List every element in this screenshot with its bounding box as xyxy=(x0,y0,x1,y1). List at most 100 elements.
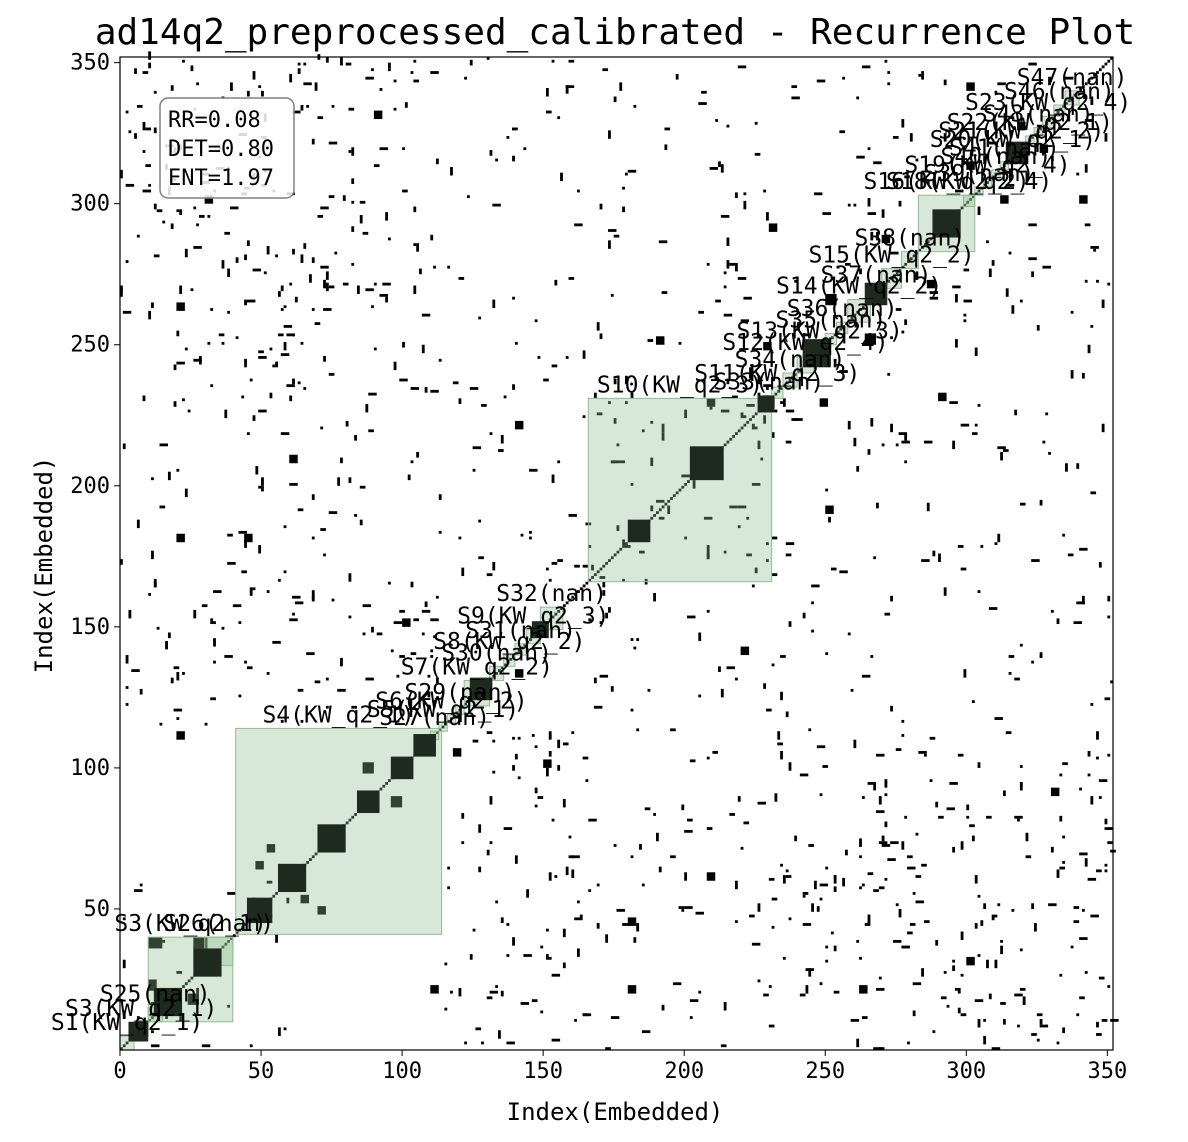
recurrence-point xyxy=(317,116,324,120)
recurrence-point xyxy=(495,158,499,162)
recurrence-point xyxy=(1000,1002,1006,1005)
recurrence-point xyxy=(825,945,829,949)
recurrence-point xyxy=(1065,463,1068,472)
recurrence-point xyxy=(1039,499,1043,506)
recurrence-point xyxy=(1042,127,1046,134)
segment-box xyxy=(999,160,1010,171)
diagonal-point xyxy=(458,708,462,712)
segment-label: S12(KW_q2_4) xyxy=(722,330,888,356)
recurrence-point xyxy=(960,841,964,850)
recurrence-point xyxy=(464,1041,467,1045)
recurrence-point xyxy=(582,1013,592,1017)
recurrence-point xyxy=(641,429,645,433)
diagonal-point xyxy=(512,655,515,658)
recurrence-point xyxy=(489,796,493,805)
recurrence-point xyxy=(283,525,287,529)
recurrence-block xyxy=(1000,195,1009,204)
recurrence-point xyxy=(1019,643,1023,647)
recurrence-point xyxy=(153,127,157,134)
recurrence-point xyxy=(585,779,589,783)
recurrence-point xyxy=(1008,116,1015,120)
recurrence-point xyxy=(960,931,964,940)
recurrence-point xyxy=(238,530,247,534)
recurrence-point xyxy=(839,130,846,134)
recurrence-point xyxy=(458,536,462,540)
diagonal-point xyxy=(514,652,518,656)
recurrence-point xyxy=(244,254,247,261)
recurrence-point xyxy=(915,158,919,162)
recurrence-point xyxy=(512,127,515,131)
recurrence-point xyxy=(297,71,301,74)
recurrence-point xyxy=(125,183,135,187)
segment-label: S43(nan) xyxy=(983,102,1094,128)
recurrence-point xyxy=(227,533,233,537)
recurrence-point xyxy=(469,387,479,390)
recurrence-point xyxy=(859,855,862,859)
recurrence-point xyxy=(435,677,439,684)
diagonal-block xyxy=(356,790,380,814)
recurrence-block xyxy=(706,398,716,407)
recurrence-block xyxy=(176,302,185,311)
recurrence-block xyxy=(390,796,403,808)
recurrence-point xyxy=(120,169,123,179)
diagonal-point xyxy=(622,545,625,548)
segment-box xyxy=(782,372,798,388)
recurrence-point xyxy=(402,341,405,348)
recurrence-point xyxy=(379,293,388,297)
diagonal-point xyxy=(314,852,318,856)
recurrence-point xyxy=(548,750,552,757)
recurrence-point xyxy=(997,903,1001,907)
recurrence-point xyxy=(1005,731,1012,735)
recurrence-block xyxy=(1039,144,1049,153)
recurrence-point xyxy=(249,378,253,382)
recurrence-point xyxy=(182,671,185,675)
x-axis-ticks: 0 50 100 150 200 250 300 350 xyxy=(113,1050,1127,1084)
diagonal-point xyxy=(585,581,589,585)
recurrence-point xyxy=(904,815,908,819)
recurrence-point xyxy=(184,347,188,351)
recurrence-point xyxy=(1107,753,1111,757)
recurrence-point xyxy=(184,248,188,258)
recurrence-point xyxy=(737,65,747,69)
recurrence-point xyxy=(969,824,975,828)
recurrence-point xyxy=(1079,787,1082,791)
recurrence-point xyxy=(325,271,329,280)
recurrence-point xyxy=(901,841,905,850)
x-axis-label: Index(Embedded) xyxy=(507,1098,724,1126)
recurrence-point xyxy=(845,262,851,266)
recurrence-block xyxy=(859,985,868,994)
recurrence-point xyxy=(122,959,126,969)
recurrence-point xyxy=(173,364,177,371)
recurrence-point xyxy=(148,51,152,60)
recurrence-point xyxy=(548,731,552,740)
recurrence-point xyxy=(1101,299,1105,309)
diagonal-point xyxy=(1070,96,1074,100)
recurrence-point xyxy=(641,1030,651,1034)
recurrence-point xyxy=(450,167,453,176)
diagonal-point xyxy=(799,367,803,371)
diagonal-point xyxy=(591,576,594,579)
recurrence-point xyxy=(421,609,431,613)
recurrence-point xyxy=(650,505,654,512)
recurrence-point xyxy=(991,914,995,921)
recurrence-point xyxy=(853,739,857,749)
recurrence-point xyxy=(362,604,372,608)
recurrence-point xyxy=(1031,271,1035,278)
segment-label: S33(nan) xyxy=(713,370,824,396)
recurrence-point xyxy=(895,443,899,447)
diagonal-point xyxy=(509,657,513,661)
recurrence-point xyxy=(909,133,913,142)
recurrence-block xyxy=(204,195,214,204)
diagonal-block xyxy=(757,395,775,413)
recurrence-point xyxy=(766,387,769,390)
recurrence-point xyxy=(1090,246,1099,249)
recurrence-point xyxy=(125,655,129,664)
recurrence-point xyxy=(943,79,947,86)
recurrence-point xyxy=(410,71,414,74)
recurrence-point xyxy=(842,370,846,373)
recurrence-point xyxy=(983,1018,987,1022)
recurrence-point xyxy=(348,477,352,483)
segment-box xyxy=(991,169,1001,179)
recurrence-point xyxy=(444,1007,448,1011)
recurrence-point xyxy=(726,378,730,385)
